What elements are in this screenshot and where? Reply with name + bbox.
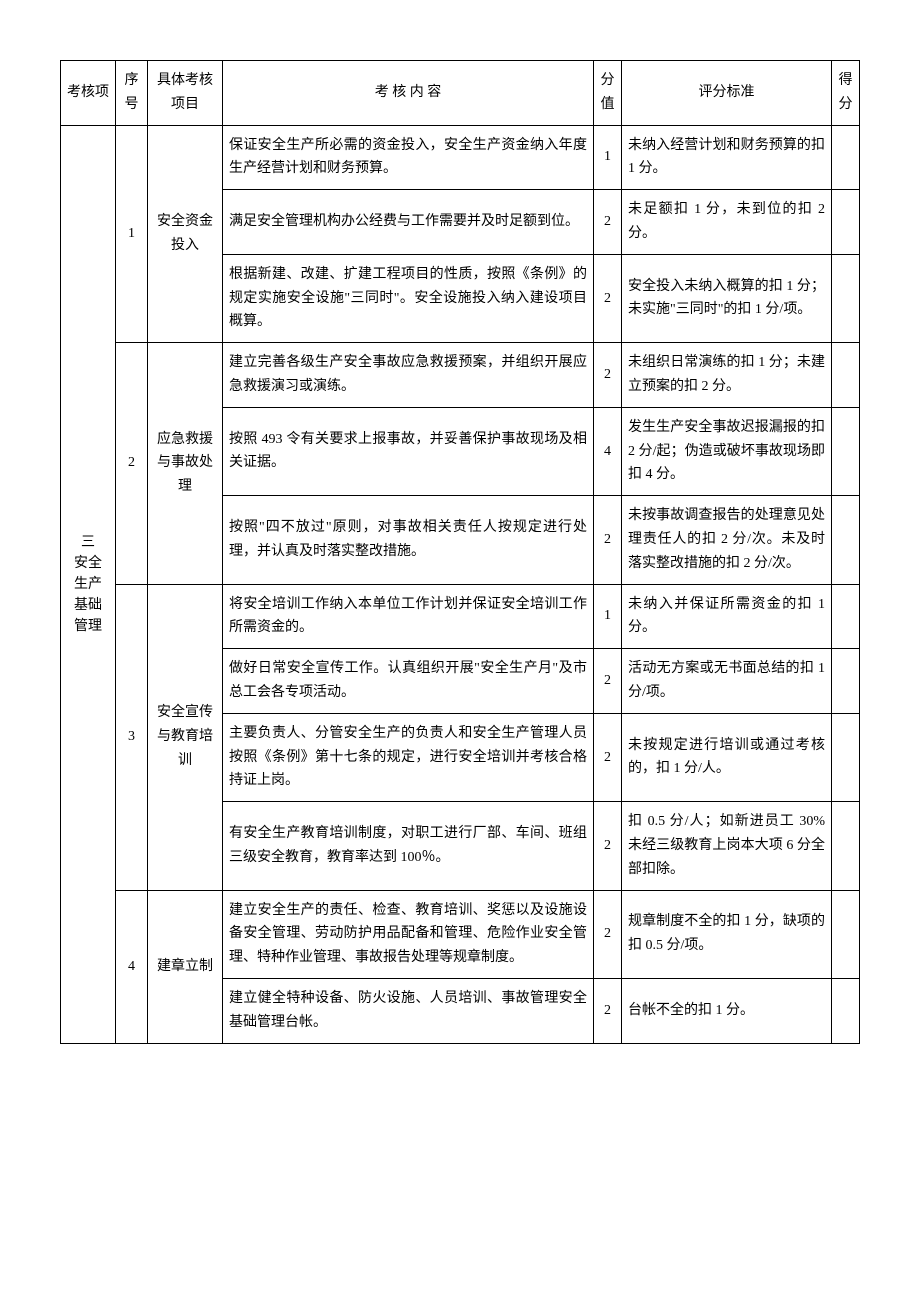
defen-cell: [832, 713, 860, 801]
assessment-table: 考核项 序号 具体考核项目 考 核 内 容 分值 评分标准 得分 三 安全 生产…: [60, 60, 860, 1044]
content-cell: 满足安全管理机构办公经费与工作需要并及时足额到位。: [223, 190, 594, 255]
score-cell: 1: [594, 584, 622, 649]
score-cell: 4: [594, 407, 622, 495]
content-cell: 建立健全特种设备、防火设施、人员培训、事故管理安全基础管理台帐。: [223, 978, 594, 1043]
defen-cell: [832, 407, 860, 495]
criteria-cell: 安全投入未纳入概算的扣 1 分；未实施"三同时"的扣 1 分/项。: [622, 254, 832, 342]
defen-cell: [832, 802, 860, 890]
table-row: 4 建章立制 建立安全生产的责任、检查、教育培训、奖惩以及设施设备安全管理、劳动…: [61, 890, 860, 978]
criteria-cell: 未按事故调查报告的处理意见处理责任人的扣 2 分/次。未及时落实整改措施的扣 2…: [622, 496, 832, 584]
item-name-cell: 建章立制: [148, 890, 223, 1043]
category-line: 生产: [67, 574, 109, 595]
seq-cell: 1: [116, 125, 148, 343]
criteria-cell: 扣 0.5 分/人；如新进员工 30%未经三级教育上岗本大项 6 分全部扣除。: [622, 802, 832, 890]
criteria-cell: 未纳入并保证所需资金的扣 1 分。: [622, 584, 832, 649]
criteria-cell: 规章制度不全的扣 1 分，缺项的扣 0.5 分/项。: [622, 890, 832, 978]
score-cell: 2: [594, 254, 622, 342]
defen-cell: [832, 978, 860, 1043]
score-cell: 2: [594, 496, 622, 584]
header-defen: 得分: [832, 61, 860, 126]
score-cell: 2: [594, 190, 622, 255]
table-row: 2 应急救援与事故处理 建立完善各级生产安全事故应急救援预案，并组织开展应急救援…: [61, 343, 860, 408]
category-line: 基础: [67, 595, 109, 616]
table-row: 三 安全 生产 基础 管理 1 安全资金投入 保证安全生产所必需的资金投入，安全…: [61, 125, 860, 190]
content-cell: 有安全生产教育培训制度，对职工进行厂部、车间、班组三级安全教育，教育率达到 10…: [223, 802, 594, 890]
category-line: 三: [67, 532, 109, 553]
score-cell: 2: [594, 802, 622, 890]
table-header: 考核项 序号 具体考核项目 考 核 内 容 分值 评分标准 得分: [61, 61, 860, 126]
defen-cell: [832, 649, 860, 714]
defen-cell: [832, 584, 860, 649]
table-row: 3 安全宣传与教育培训 将安全培训工作纳入本单位工作计划并保证安全培训工作所需资…: [61, 584, 860, 649]
criteria-cell: 未按规定进行培训或通过考核的，扣 1 分/人。: [622, 713, 832, 801]
header-xuhao: 序号: [116, 61, 148, 126]
criteria-cell: 未纳入经营计划和财务预算的扣 1 分。: [622, 125, 832, 190]
content-cell: 按照"四不放过"原则，对事故相关责任人按规定进行处理，并认真及时落实整改措施。: [223, 496, 594, 584]
criteria-cell: 未足额扣 1 分，未到位的扣 2 分。: [622, 190, 832, 255]
content-cell: 建立安全生产的责任、检查、教育培训、奖惩以及设施设备安全管理、劳动防护用品配备和…: [223, 890, 594, 978]
seq-cell: 2: [116, 343, 148, 584]
score-cell: 2: [594, 890, 622, 978]
score-cell: 2: [594, 978, 622, 1043]
score-cell: 2: [594, 649, 622, 714]
content-cell: 主要负责人、分管安全生产的负责人和安全生产管理人员按照《条例》第十七条的规定，进…: [223, 713, 594, 801]
score-cell: 2: [594, 713, 622, 801]
criteria-cell: 活动无方案或无书面总结的扣 1 分/项。: [622, 649, 832, 714]
criteria-cell: 未组织日常演练的扣 1 分；未建立预案的扣 2 分。: [622, 343, 832, 408]
item-name-cell: 安全资金投入: [148, 125, 223, 343]
category-cell: 三 安全 生产 基础 管理: [61, 125, 116, 1043]
item-name-cell: 安全宣传与教育培训: [148, 584, 223, 890]
header-kaohe: 考核项: [61, 61, 116, 126]
criteria-cell: 发生生产安全事故迟报漏报的扣 2 分/起；伪造或破坏事故现场即扣 4 分。: [622, 407, 832, 495]
defen-cell: [832, 190, 860, 255]
header-fenzhi: 分值: [594, 61, 622, 126]
content-cell: 保证安全生产所必需的资金投入，安全生产资金纳入年度生产经营计划和财务预算。: [223, 125, 594, 190]
score-cell: 1: [594, 125, 622, 190]
header-neirong: 考 核 内 容: [223, 61, 594, 126]
table-body: 三 安全 生产 基础 管理 1 安全资金投入 保证安全生产所必需的资金投入，安全…: [61, 125, 860, 1043]
content-cell: 按照 493 令有关要求上报事故，并妥善保护事故现场及相关证据。: [223, 407, 594, 495]
content-cell: 做好日常安全宣传工作。认真组织开展"安全生产月"及市总工会各专项活动。: [223, 649, 594, 714]
defen-cell: [832, 125, 860, 190]
content-cell: 根据新建、改建、扩建工程项目的性质，按照《条例》的规定实施安全设施"三同时"。安…: [223, 254, 594, 342]
content-cell: 建立完善各级生产安全事故应急救援预案，并组织开展应急救援演习或演练。: [223, 343, 594, 408]
category-line: 安全: [67, 553, 109, 574]
criteria-cell: 台帐不全的扣 1 分。: [622, 978, 832, 1043]
seq-cell: 4: [116, 890, 148, 1043]
category-line: 管理: [67, 616, 109, 637]
header-biaozhun: 评分标准: [622, 61, 832, 126]
score-cell: 2: [594, 343, 622, 408]
item-name-cell: 应急救援与事故处理: [148, 343, 223, 584]
defen-cell: [832, 343, 860, 408]
content-cell: 将安全培训工作纳入本单位工作计划并保证安全培训工作所需资金的。: [223, 584, 594, 649]
defen-cell: [832, 496, 860, 584]
header-xiangmu: 具体考核项目: [148, 61, 223, 126]
defen-cell: [832, 254, 860, 342]
seq-cell: 3: [116, 584, 148, 890]
defen-cell: [832, 890, 860, 978]
